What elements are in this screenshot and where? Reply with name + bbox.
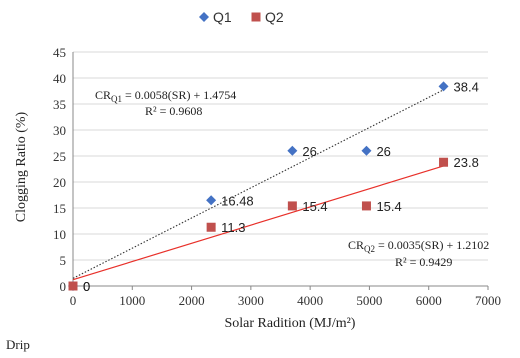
data-label-q2: 0 xyxy=(83,279,90,294)
x-tick-label: 3000 xyxy=(238,293,264,308)
point-q2 xyxy=(68,281,78,291)
data-label-q1: 26 xyxy=(302,144,316,159)
point-q1 xyxy=(438,81,449,92)
x-tick-label: 1000 xyxy=(119,293,145,308)
x-tick-label: 4000 xyxy=(297,293,323,308)
r-squared-q1: R² = 0.9608 xyxy=(145,104,202,118)
y-axis-label: Clogging Ratio (%) xyxy=(14,111,29,222)
y-tick-label: 45 xyxy=(53,45,66,60)
y-tick-label: 5 xyxy=(60,253,67,268)
axes: 0 5 10 15 20 25 30 35 40 45 0 1000 2000 3000 4000 5000 6… xyxy=(53,45,501,308)
point-q1 xyxy=(287,145,298,156)
data-label-q2: 15.4 xyxy=(376,199,401,214)
point-q1 xyxy=(206,195,217,206)
equation-q1: CRQ1 = 0.0058(SR) + 1.4754 xyxy=(95,88,236,104)
data-points xyxy=(68,81,449,291)
data-label-q1: 0 xyxy=(83,279,90,294)
legend-label-q2: Q2 xyxy=(265,9,284,25)
legend-marker-q2 xyxy=(251,12,261,22)
y-tick-label: 20 xyxy=(53,175,66,190)
legend-marker-q1 xyxy=(199,12,209,22)
y-tick-label: 0 xyxy=(60,279,67,294)
y-tick-label: 30 xyxy=(53,123,66,138)
x-tick-label: 7000 xyxy=(475,293,501,308)
x-tick-label: 2000 xyxy=(179,293,205,308)
x-tick-label: 0 xyxy=(70,293,77,308)
footer-caption: Drip xyxy=(6,337,30,352)
data-label-q1: 38.4 xyxy=(454,79,479,94)
data-label-q2: 23.8 xyxy=(454,155,479,170)
data-label-q1: 16.48 xyxy=(221,193,254,208)
y-tick-label: 40 xyxy=(53,71,66,86)
y-tick-label: 35 xyxy=(53,97,66,112)
y-tick-label: 25 xyxy=(53,149,66,164)
x-tick-label: 5000 xyxy=(356,293,382,308)
x-axis-label: Solar Radition (MJ/m²) xyxy=(225,316,356,331)
y-tick-label: 10 xyxy=(53,227,66,242)
legend-label-q1: Q1 xyxy=(213,9,232,25)
grid-lines xyxy=(73,51,488,261)
data-label-q2: 11.3 xyxy=(221,220,245,235)
point-q2 xyxy=(206,222,216,232)
point-q2 xyxy=(287,201,297,211)
equation-q2: CRQ2 = 0.0035(SR) + 1.2102 xyxy=(348,238,489,254)
legend: Q1 Q2 xyxy=(199,9,284,25)
x-tick-label: 6000 xyxy=(416,293,442,308)
trendline-q2 xyxy=(72,165,444,281)
data-label-q1: 26 xyxy=(376,144,390,159)
point-q2 xyxy=(439,157,449,167)
point-q2 xyxy=(361,201,371,211)
point-q1 xyxy=(361,145,372,156)
data-label-q2: 15.4 xyxy=(302,199,327,214)
r-squared-q2: R² = 0.9429 xyxy=(395,255,452,269)
y-tick-label: 15 xyxy=(53,201,66,216)
trendlines xyxy=(72,89,444,281)
